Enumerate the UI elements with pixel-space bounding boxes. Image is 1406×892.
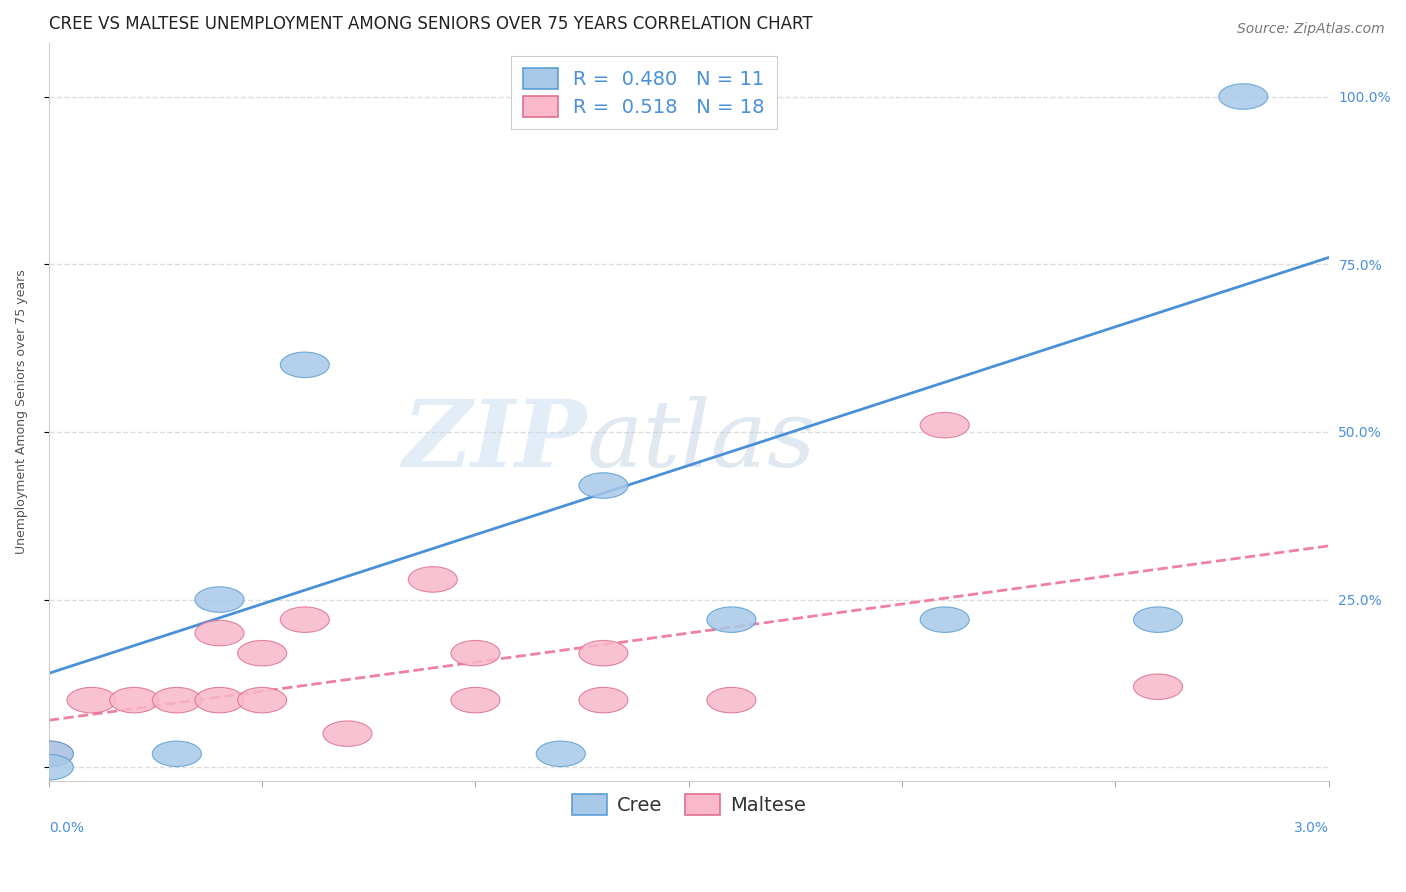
Ellipse shape [536,741,585,766]
Text: 3.0%: 3.0% [1294,822,1329,835]
Ellipse shape [195,688,245,713]
Ellipse shape [152,688,201,713]
Text: CREE VS MALTESE UNEMPLOYMENT AMONG SENIORS OVER 75 YEARS CORRELATION CHART: CREE VS MALTESE UNEMPLOYMENT AMONG SENIO… [49,15,813,33]
Ellipse shape [195,620,245,646]
Ellipse shape [24,755,73,780]
Text: Source: ZipAtlas.com: Source: ZipAtlas.com [1237,22,1385,37]
Ellipse shape [920,607,969,632]
Ellipse shape [1133,674,1182,699]
Ellipse shape [451,640,501,666]
Ellipse shape [280,352,329,377]
Ellipse shape [408,566,457,592]
Ellipse shape [1219,84,1268,110]
Ellipse shape [451,688,501,713]
Ellipse shape [24,741,73,766]
Ellipse shape [323,721,373,747]
Text: 0.0%: 0.0% [49,822,84,835]
Ellipse shape [920,412,969,438]
Text: ZIP: ZIP [402,396,586,486]
Text: atlas: atlas [586,396,815,486]
Ellipse shape [1133,607,1182,632]
Ellipse shape [24,741,73,766]
Ellipse shape [707,607,756,632]
Legend: Cree, Maltese: Cree, Maltese [564,786,814,822]
Ellipse shape [195,587,245,612]
Ellipse shape [238,688,287,713]
Ellipse shape [67,688,117,713]
Y-axis label: Unemployment Among Seniors over 75 years: Unemployment Among Seniors over 75 years [15,269,28,554]
Ellipse shape [707,688,756,713]
Ellipse shape [110,688,159,713]
Ellipse shape [579,640,628,666]
Ellipse shape [579,473,628,499]
Ellipse shape [152,741,201,766]
Ellipse shape [280,607,329,632]
Ellipse shape [579,688,628,713]
Ellipse shape [238,640,287,666]
